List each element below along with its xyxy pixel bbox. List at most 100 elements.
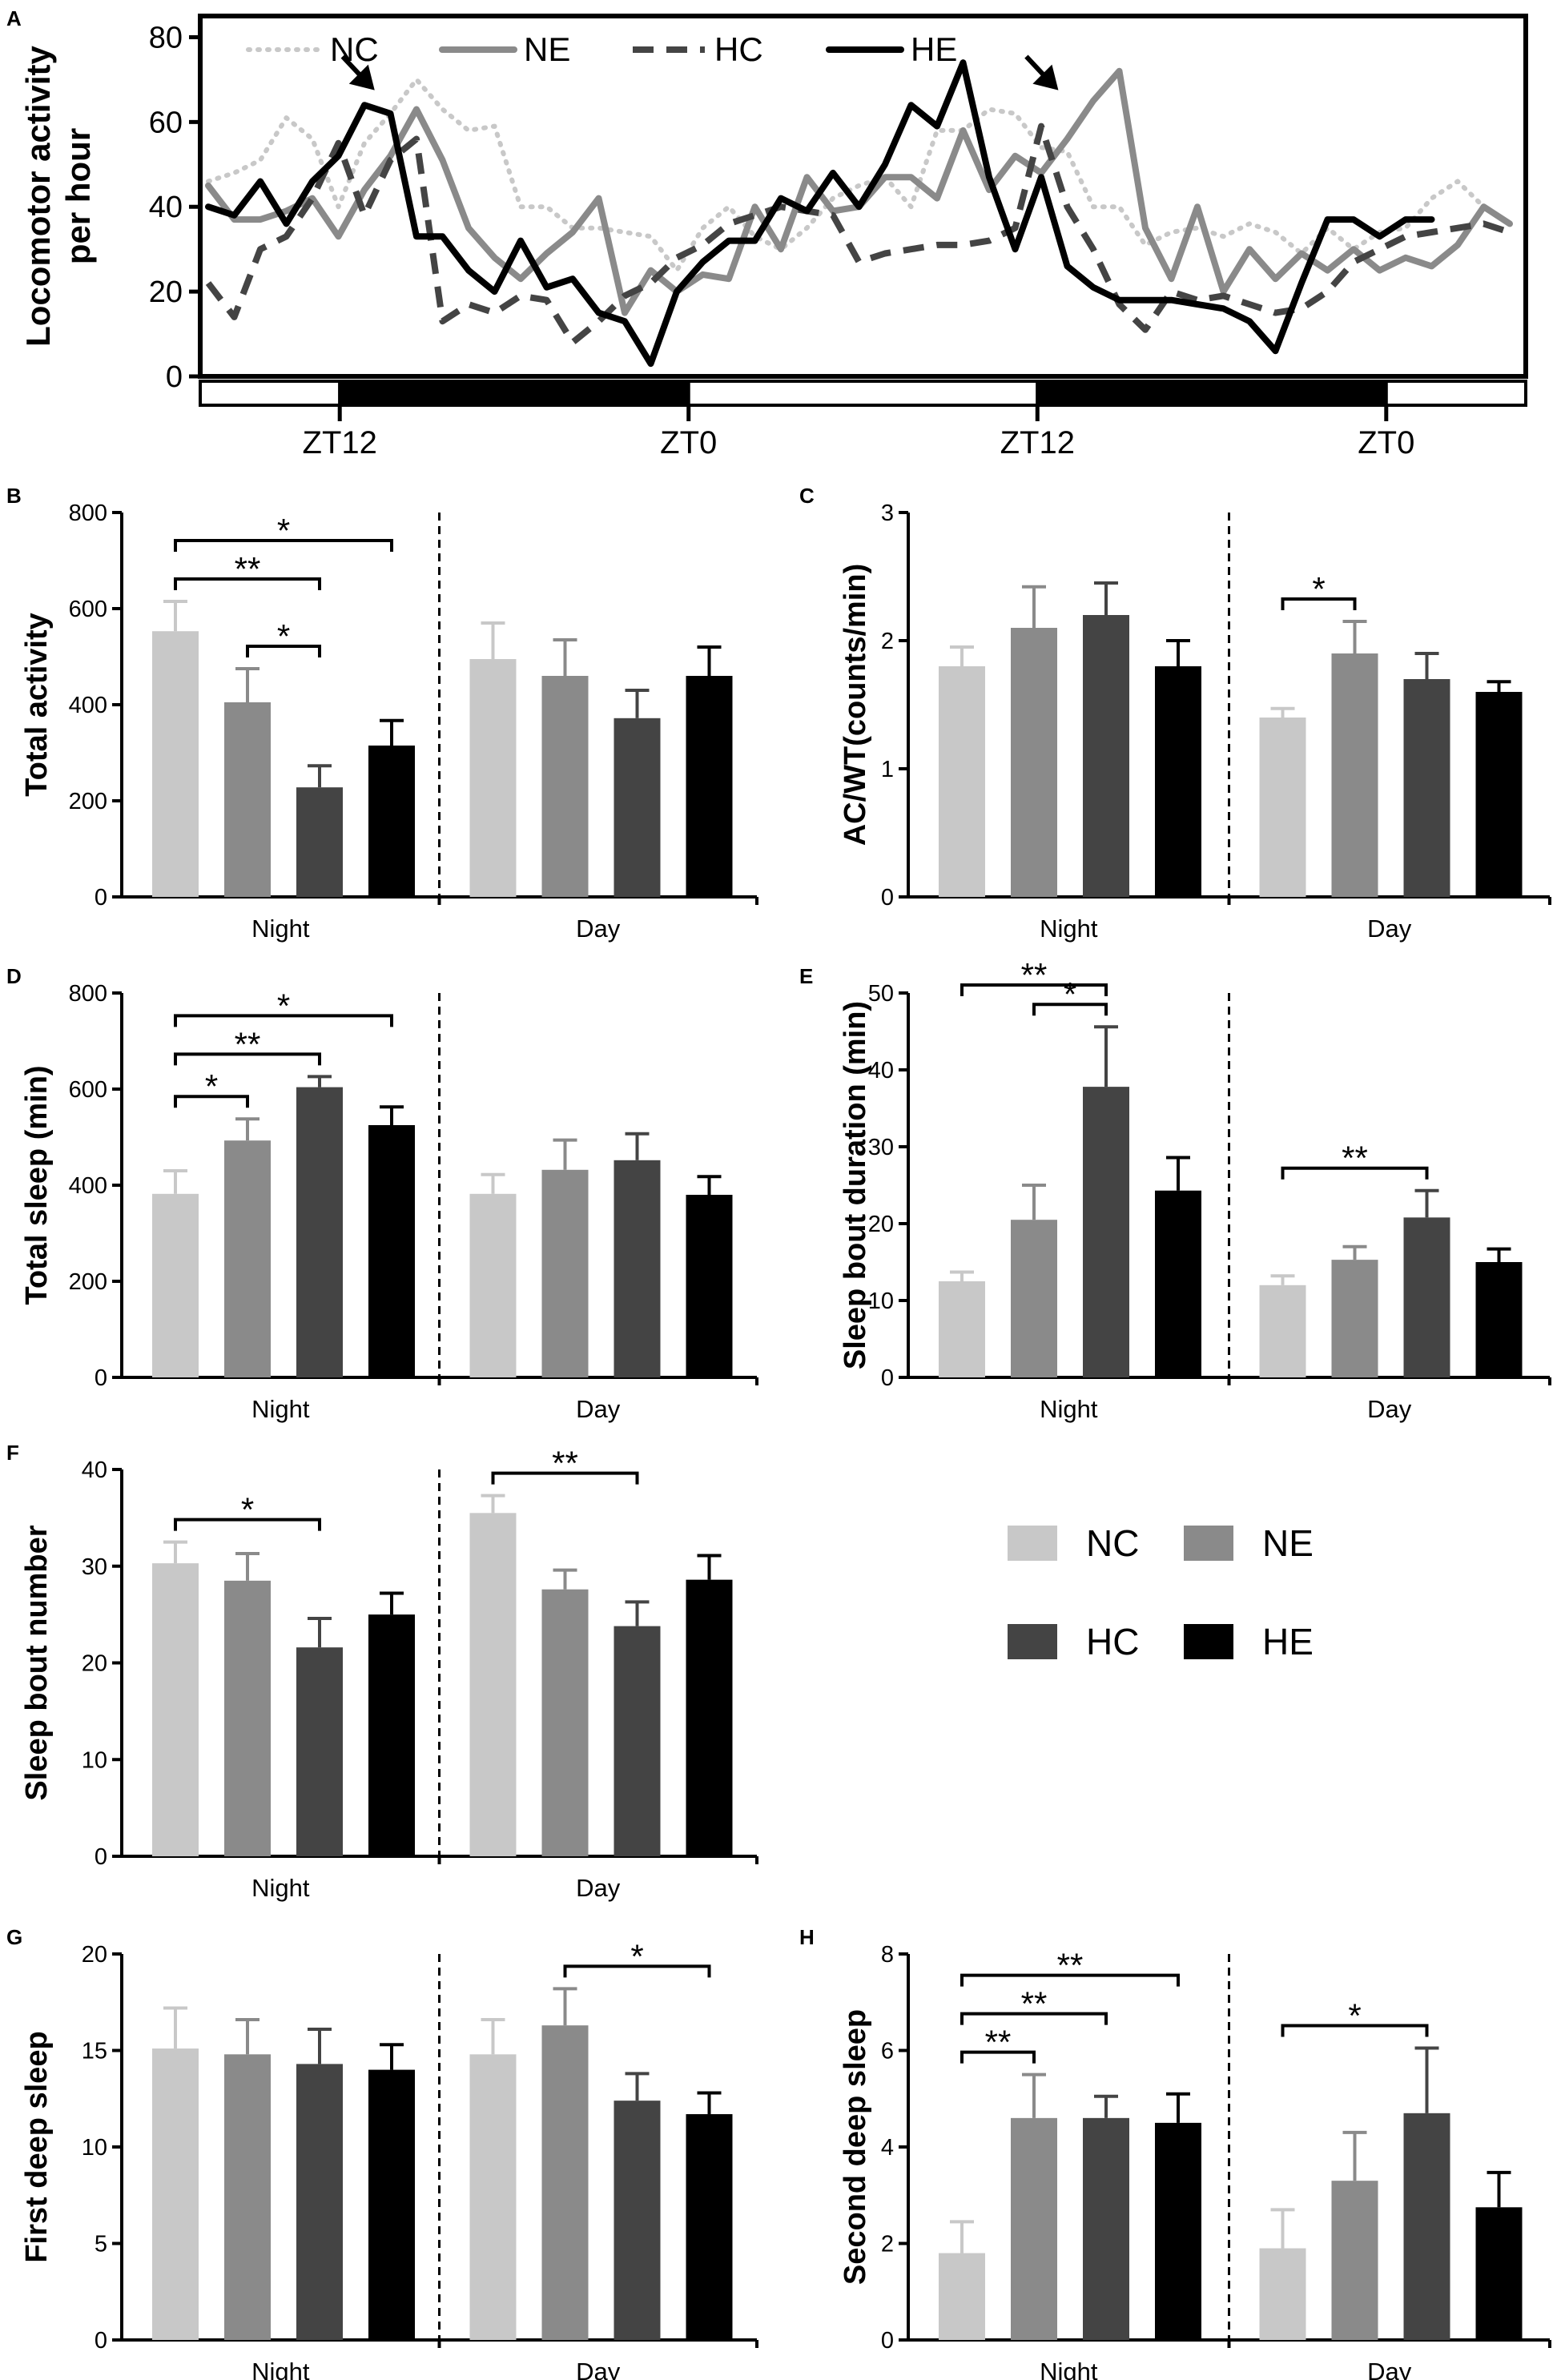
bar-nc-day bbox=[1259, 2248, 1306, 2340]
plot-frame-a bbox=[198, 14, 1528, 379]
y-tick-label: 40 bbox=[82, 1457, 107, 1483]
group-label-day: Day bbox=[576, 915, 621, 943]
bar-nc-day bbox=[469, 1193, 517, 1377]
significance-bracket bbox=[174, 539, 393, 552]
legend-label-he: HE bbox=[1262, 1621, 1314, 1662]
group-label-day: Day bbox=[1367, 1395, 1412, 1423]
significance-bracket bbox=[960, 983, 1108, 996]
x-tick-label-a: ZT12 bbox=[1000, 425, 1075, 460]
bar-hc-day bbox=[1403, 1217, 1450, 1377]
bar-he-night bbox=[1155, 2122, 1201, 2340]
bar-hc-night bbox=[296, 2064, 343, 2340]
significance-mark: ** bbox=[1021, 1985, 1048, 2023]
panel-label-g: G bbox=[6, 1925, 22, 1949]
y-tick-label: 2 bbox=[881, 629, 894, 654]
light-phase-bar bbox=[199, 380, 342, 407]
group-label-night: Night bbox=[251, 1874, 310, 1902]
panel-d: D 0 200 400 600 800 Total sleep (min) Night Day *… bbox=[6, 964, 758, 1423]
bar-nc-day bbox=[1259, 1284, 1306, 1377]
y-tick-label: 8 bbox=[881, 1942, 894, 1968]
group-label-day: Day bbox=[1367, 2358, 1412, 2380]
bar-hc-night bbox=[1083, 1087, 1129, 1377]
y-axis-label: First deep sleep bbox=[20, 2031, 54, 2262]
y-tick-label: 0 bbox=[881, 2328, 894, 2354]
panel-c: C 0 1 2 3 AC/WT(counts/min) Night Day * bbox=[799, 484, 1551, 943]
y-tick-label-a: 60 bbox=[149, 106, 183, 139]
y-tick-label: 800 bbox=[69, 501, 107, 526]
bar-he-night bbox=[368, 746, 415, 897]
bar-he-night bbox=[368, 1125, 415, 1377]
group-label-night: Night bbox=[1040, 915, 1098, 943]
significance-mark: * bbox=[630, 1937, 643, 1975]
y-tick-label: 400 bbox=[69, 1173, 107, 1199]
bar-nc-day bbox=[1259, 718, 1306, 897]
bar-he-night bbox=[368, 2069, 415, 2340]
bar-ne-day bbox=[1331, 2181, 1378, 2340]
y-tick-label: 30 bbox=[868, 1135, 894, 1160]
legend-swatch-he bbox=[1184, 1624, 1233, 1659]
y-axis-label: Total sleep (min) bbox=[20, 1065, 54, 1305]
bar-nc-night bbox=[152, 2048, 199, 2340]
bar-he-day bbox=[1475, 1262, 1523, 1377]
y-tick-label: 800 bbox=[69, 981, 107, 1007]
significance-bracket bbox=[174, 1052, 321, 1066]
legend-label-nc: NC bbox=[1086, 1522, 1139, 1564]
y-tick-label-a: 80 bbox=[149, 21, 183, 54]
bar-he-day bbox=[1475, 2207, 1523, 2340]
bar-ne-night bbox=[1011, 2117, 1057, 2340]
bar-hc-night bbox=[296, 1647, 343, 1856]
y-tick-label: 2 bbox=[881, 2232, 894, 2257]
bar-hc-day bbox=[614, 2101, 661, 2340]
panel-a: A 0 20 40 60 80 Locomotor activity per hour ZT12… bbox=[6, 6, 1528, 460]
bar-hc-day bbox=[614, 1160, 661, 1377]
y-axis-label: Sleep bout duration (min) bbox=[839, 1001, 872, 1369]
significance-bracket bbox=[174, 1095, 249, 1108]
significance-mark: * bbox=[277, 617, 290, 655]
bar-he-night bbox=[368, 1614, 415, 1856]
legend-label-nc: NC bbox=[330, 30, 379, 68]
bar-ne-night bbox=[224, 1140, 271, 1377]
x-tick-label-a: ZT12 bbox=[303, 425, 377, 460]
y-tick-label: 0 bbox=[95, 1365, 107, 1391]
panel-label-c: C bbox=[799, 484, 815, 508]
bar-ne-night bbox=[224, 1580, 271, 1856]
y-tick-label: 600 bbox=[69, 597, 107, 622]
panel-label-a: A bbox=[6, 6, 22, 30]
significance-mark: * bbox=[277, 987, 290, 1024]
y-tick-label: 10 bbox=[82, 2135, 107, 2161]
significance-mark: * bbox=[241, 1491, 254, 1529]
significance-bracket bbox=[1281, 2024, 1429, 2037]
legend-swatch-nc bbox=[1008, 1526, 1057, 1561]
bar-nc-night bbox=[152, 1193, 199, 1377]
bar-nc-night bbox=[939, 1281, 985, 1377]
y-tick-label-a: 40 bbox=[149, 191, 183, 224]
group-label-day: Day bbox=[1367, 915, 1412, 943]
y-tick-label: 3 bbox=[881, 501, 894, 526]
legend-label-ne: NE bbox=[524, 30, 570, 68]
significance-bracket bbox=[960, 2012, 1108, 2025]
y-axis-label: Second deep sleep bbox=[839, 2009, 872, 2285]
y-tick-label: 10 bbox=[868, 1288, 894, 1314]
significance-bracket bbox=[246, 645, 321, 657]
y-tick-label: 50 bbox=[868, 981, 894, 1007]
y-tick-label: 0 bbox=[881, 885, 894, 911]
significance-mark: * bbox=[1064, 975, 1076, 1013]
group-label-night: Night bbox=[251, 915, 310, 943]
light-phase-bar bbox=[686, 380, 1040, 407]
group-label-night: Night bbox=[1040, 2358, 1098, 2380]
bar-ne-day bbox=[1331, 653, 1378, 897]
arrow-head bbox=[1032, 64, 1059, 90]
group-label-day: Day bbox=[576, 1395, 621, 1423]
bar-nc-night bbox=[939, 666, 985, 897]
significance-bracket bbox=[174, 1518, 321, 1531]
significance-bracket bbox=[1281, 597, 1357, 610]
bar-nc-day bbox=[469, 1513, 517, 1856]
panel-label-d: D bbox=[6, 964, 22, 988]
bar-hc-night bbox=[1083, 615, 1129, 897]
bar-he-day bbox=[1475, 692, 1523, 897]
y-tick-label: 20 bbox=[82, 1651, 107, 1677]
bar-nc-night bbox=[152, 1563, 199, 1856]
